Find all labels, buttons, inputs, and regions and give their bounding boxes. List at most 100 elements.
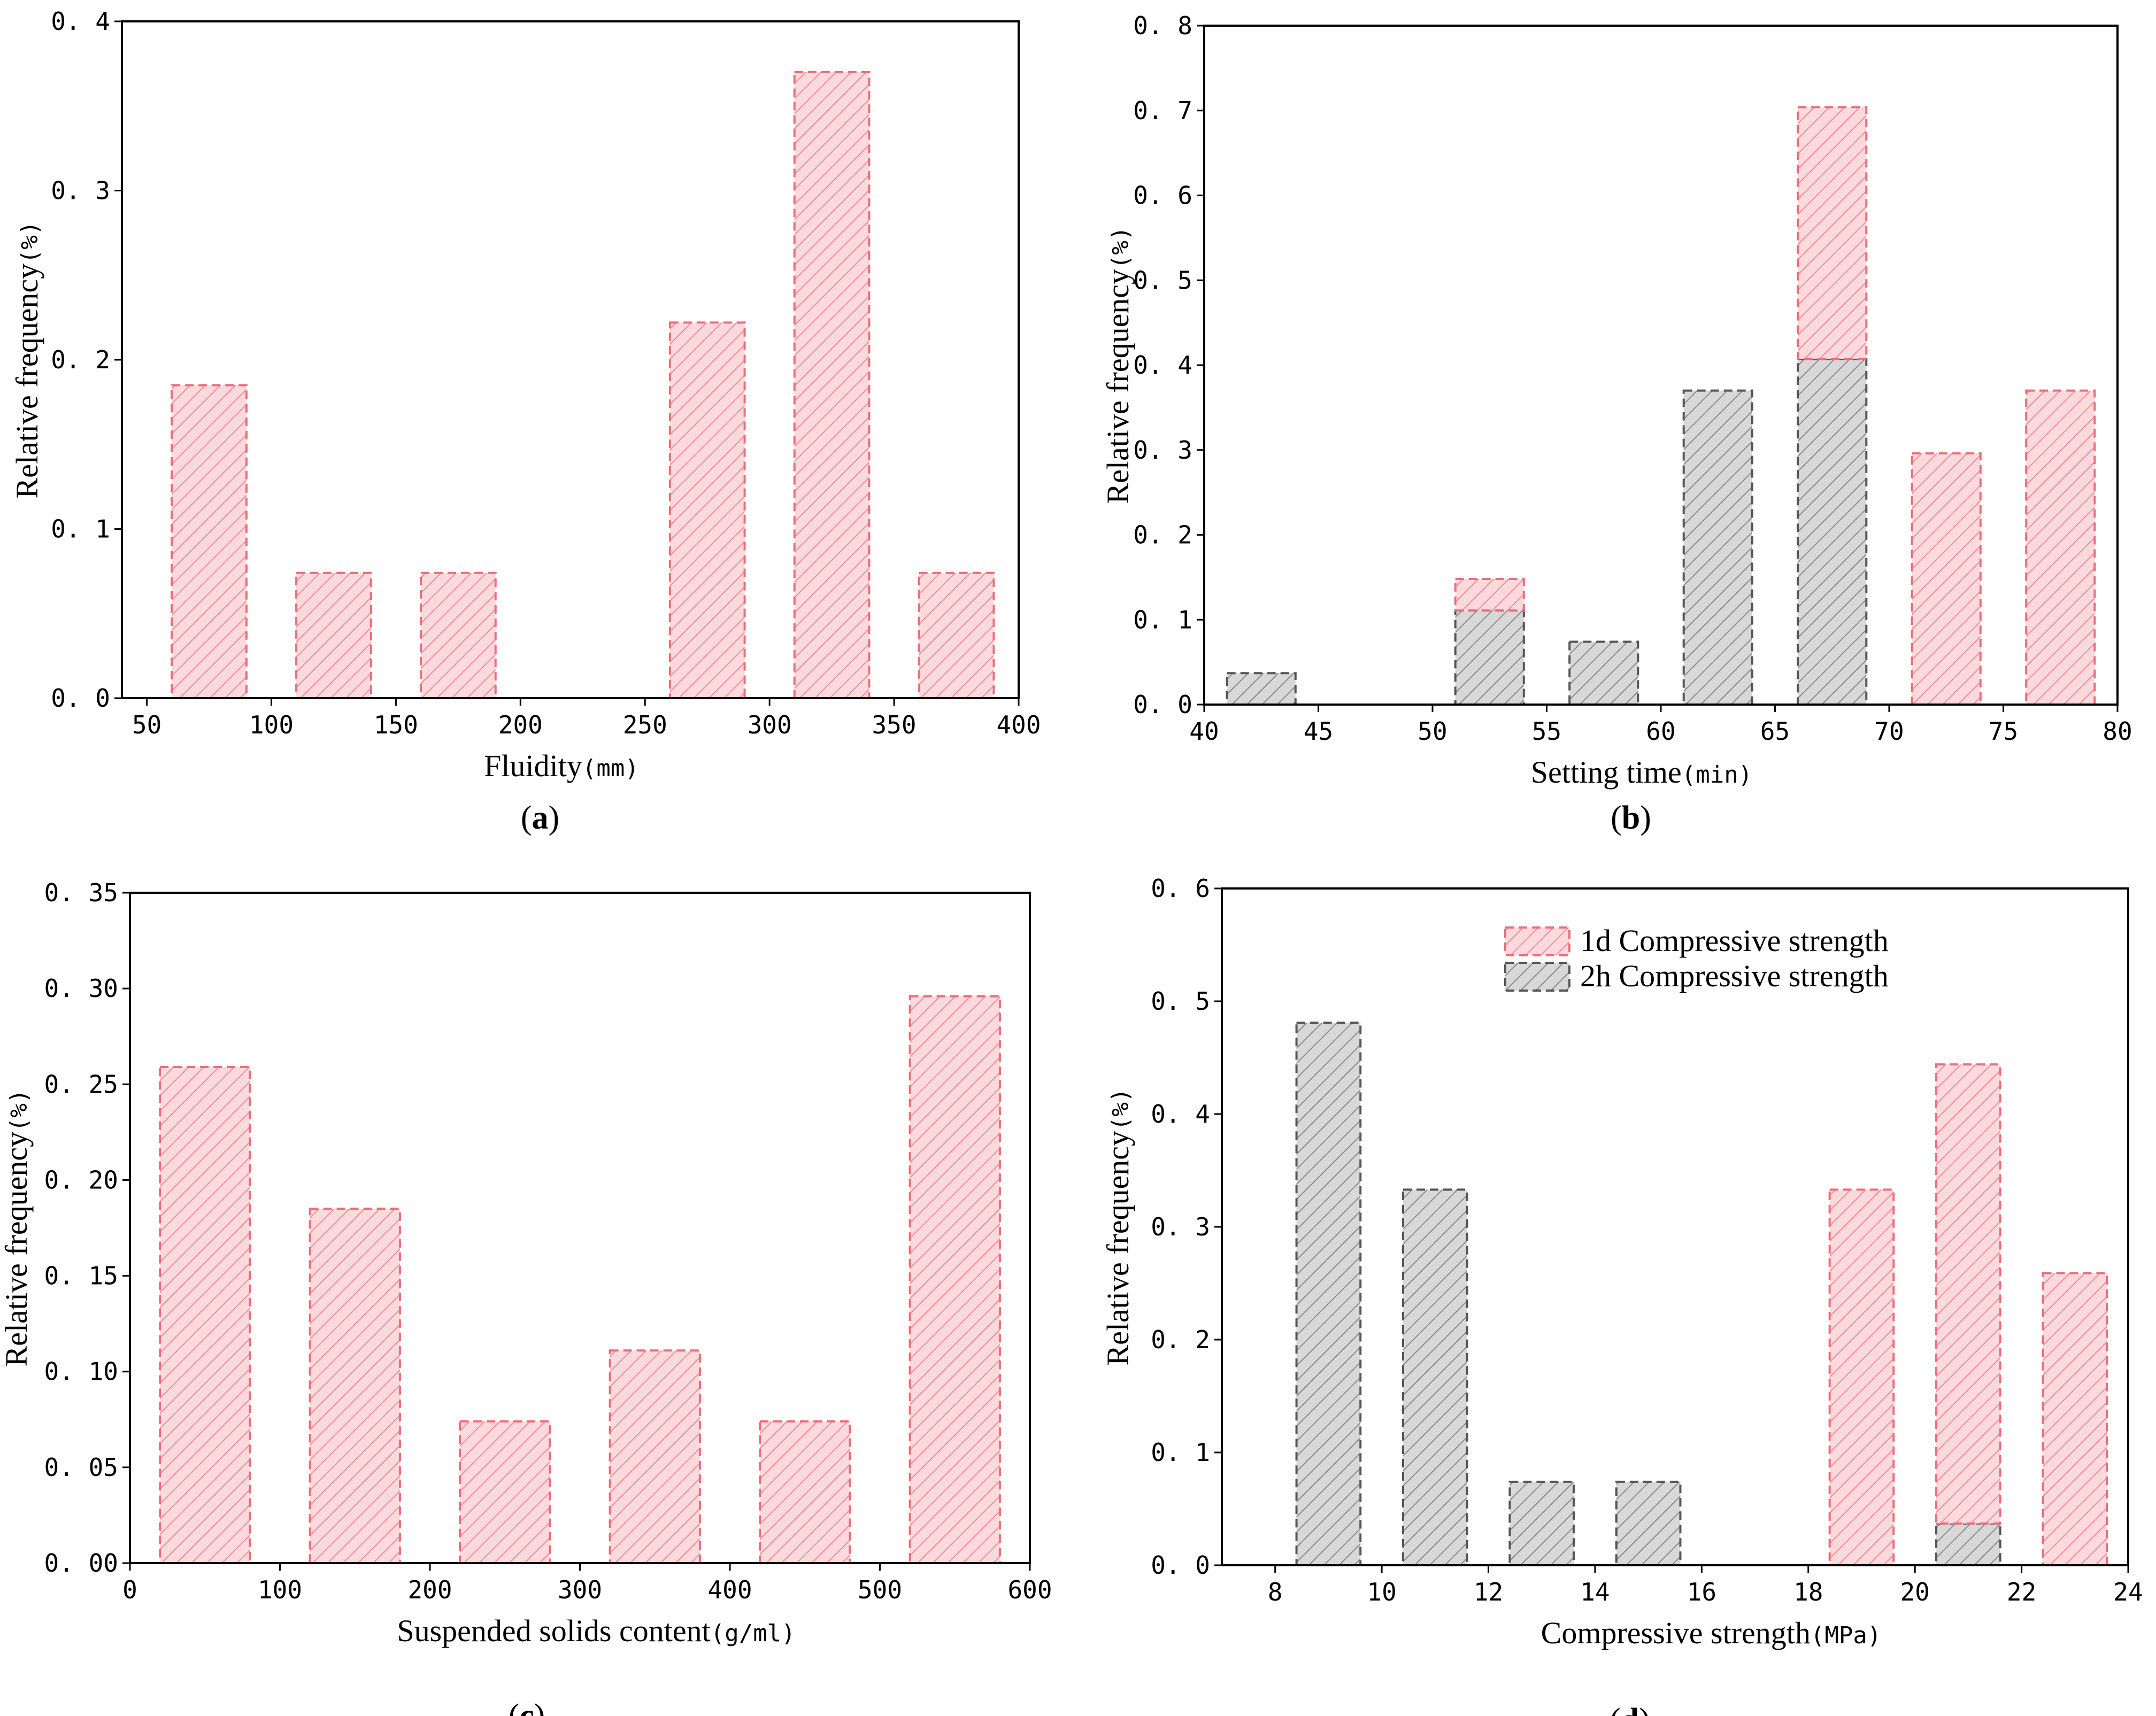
y-tick-label: 0. 10 [44, 1357, 118, 1386]
y-axis-label: Relative frequency(%) [1100, 226, 1135, 504]
y-tick-label: 0. 0 [51, 684, 110, 713]
bar-gray-d-2 [1508, 1480, 1575, 1567]
x-tick-label: 350 [872, 710, 917, 739]
bar-pink-a-4 [793, 71, 871, 700]
chart-panel-b: 0. 0 0. 1 0. 2 0. 3 0. 4 0. 5 0. 6 0. 7 0. 8 40 45… [1100, 11, 2132, 836]
y-tick-label: 0. 4 [1151, 1100, 1210, 1128]
x-axis-unit: (mm) [582, 755, 639, 782]
y-tick-label: 0. 0 [1133, 690, 1192, 719]
y-tick-label: 0. 15 [44, 1262, 118, 1290]
x-axis-title: Compressive strength [1541, 1615, 1811, 1650]
y-tick-label: 0. 3 [1151, 1212, 1210, 1241]
x-tick-label: 20 [1900, 1578, 1929, 1606]
x-tick-label: 200 [498, 710, 543, 739]
bar-gray-b-0 [1226, 672, 1297, 706]
y-tick-label: 0. 1 [1151, 1438, 1210, 1467]
x-axis-unit: (min) [1682, 761, 1752, 789]
bar-pink-d-0 [1828, 1188, 1895, 1567]
x-tick-label: 100 [249, 710, 294, 739]
bar-pink-c-2 [459, 1420, 551, 1565]
panel-label: (c) [509, 1698, 545, 1716]
y-tick-label: 0. 2 [51, 345, 110, 374]
y-tick-label: 0. 6 [1151, 874, 1210, 903]
x-axis-unit: (MPa) [1811, 1622, 1881, 1649]
x-tick-label: 18 [1793, 1578, 1823, 1606]
bar-pink-c-4 [759, 1420, 851, 1565]
x-tick-label: 65 [1760, 717, 1790, 746]
y-tick-label: 0. 6 [1133, 181, 1192, 210]
x-axis-label: Suspended solids content(g/ml) [397, 1613, 795, 1648]
y-tick-label: 0. 4 [51, 7, 110, 36]
x-axis-title: Suspended solids content [397, 1613, 710, 1648]
x-axis-label: Compressive strength(MPa) [1541, 1615, 1882, 1650]
x-tick-label: 400 [707, 1575, 752, 1604]
bar-pink-b-3 [2025, 389, 2096, 706]
x-tick-label: 12 [1474, 1578, 1503, 1606]
legend-swatch-gray [1504, 962, 1570, 992]
y-axis-title: Relative frequency [1100, 269, 1135, 504]
y-tick-label: 0. 3 [51, 176, 110, 205]
legend-label-pink: 1d Compressive strength [1580, 923, 1889, 958]
y-tick-label: 0. 1 [1133, 605, 1192, 634]
y-axis-unit: (%) [1107, 226, 1134, 268]
y-tick-label: 0. 3 [1133, 436, 1192, 465]
y-tick-label: 0. 0 [1151, 1551, 1210, 1580]
y-tick-label: 0. 2 [1133, 521, 1192, 550]
y-axis-title: Relative frequency [1100, 1131, 1135, 1366]
y-tick-label: 0. 1 [51, 515, 110, 544]
x-tick-label: 600 [1007, 1575, 1052, 1604]
chart-panel-d: 0. 0 0. 1 0. 2 0. 3 0. 4 0. 5 0. 6 8 10 12 14 16 18 2… [1100, 874, 2143, 1716]
x-tick-label: 24 [2113, 1578, 2143, 1606]
bar-pink-a-2 [420, 571, 497, 700]
bar-pink-a-1 [295, 571, 372, 700]
x-tick-label: 250 [623, 710, 667, 739]
x-tick-label: 10 [1367, 1578, 1396, 1606]
y-axis-title: Relative frequency [10, 264, 44, 499]
bar-pink-a-5 [918, 571, 995, 700]
x-tick-label: 75 [1989, 717, 2018, 746]
bar-pink-c-5 [908, 995, 1001, 1564]
y-axis-unit: (%) [1107, 1088, 1134, 1130]
x-tick-label: 16 [1687, 1578, 1716, 1606]
x-tick-label: 200 [407, 1575, 452, 1604]
y-tick-label: 0. 00 [44, 1549, 118, 1578]
y-tick-label: 0. 5 [1151, 987, 1210, 1016]
y-tick-label: 0. 4 [1133, 351, 1192, 380]
bar-pink-c-1 [309, 1208, 401, 1564]
bar-pink-a-3 [668, 321, 746, 699]
x-tick-label: 0 [122, 1575, 137, 1604]
bar-pink-c-3 [609, 1349, 701, 1565]
x-tick-label: 50 [1418, 717, 1447, 746]
x-tick-label: 8 [1268, 1578, 1283, 1606]
x-tick-label: 70 [1874, 717, 1904, 746]
bar-gray-d-3 [1615, 1480, 1682, 1567]
bar-gray-d-4 [1935, 1522, 2001, 1566]
x-tick-label: 500 [858, 1575, 902, 1604]
panel-label: (d) [1610, 1702, 1650, 1716]
y-tick-label: 0. 5 [1133, 266, 1192, 295]
bar-gray-b-4 [1797, 358, 1868, 706]
y-tick-label: 0. 7 [1133, 96, 1192, 125]
x-tick-label: 22 [2007, 1578, 2036, 1606]
x-tick-label: 100 [258, 1575, 302, 1604]
x-tick-label: 60 [1646, 717, 1675, 746]
x-tick-label: 50 [132, 710, 161, 739]
x-tick-label: 300 [558, 1575, 602, 1604]
x-tick-label: 150 [374, 710, 418, 739]
x-axis-label: Fluidity(mm) [484, 748, 639, 783]
y-axis-label: Relative frequency(%) [1100, 1088, 1135, 1365]
y-tick-label: 0. 05 [44, 1453, 118, 1482]
bar-gray-d-0 [1295, 1022, 1362, 1566]
y-tick-label: 0. 2 [1151, 1325, 1210, 1354]
bar-pink-d-2 [2042, 1272, 2108, 1566]
x-tick-label: 45 [1304, 717, 1333, 746]
chart-panel-c: 0. 00 0. 05 0. 10 0. 15 0. 20 0. 25 0. 30 0. 35… [0, 878, 1052, 1716]
y-tick-label: 0. 8 [1133, 11, 1192, 40]
panel-label: (a) [521, 800, 559, 836]
bar-gray-b-3 [1682, 389, 1753, 706]
bar-pink-d-1 [1935, 1063, 2001, 1525]
y-tick-label: 0. 25 [44, 1070, 118, 1099]
y-axis-unit: (%) [5, 1089, 33, 1131]
y-tick-label: 0. 20 [44, 1165, 118, 1194]
